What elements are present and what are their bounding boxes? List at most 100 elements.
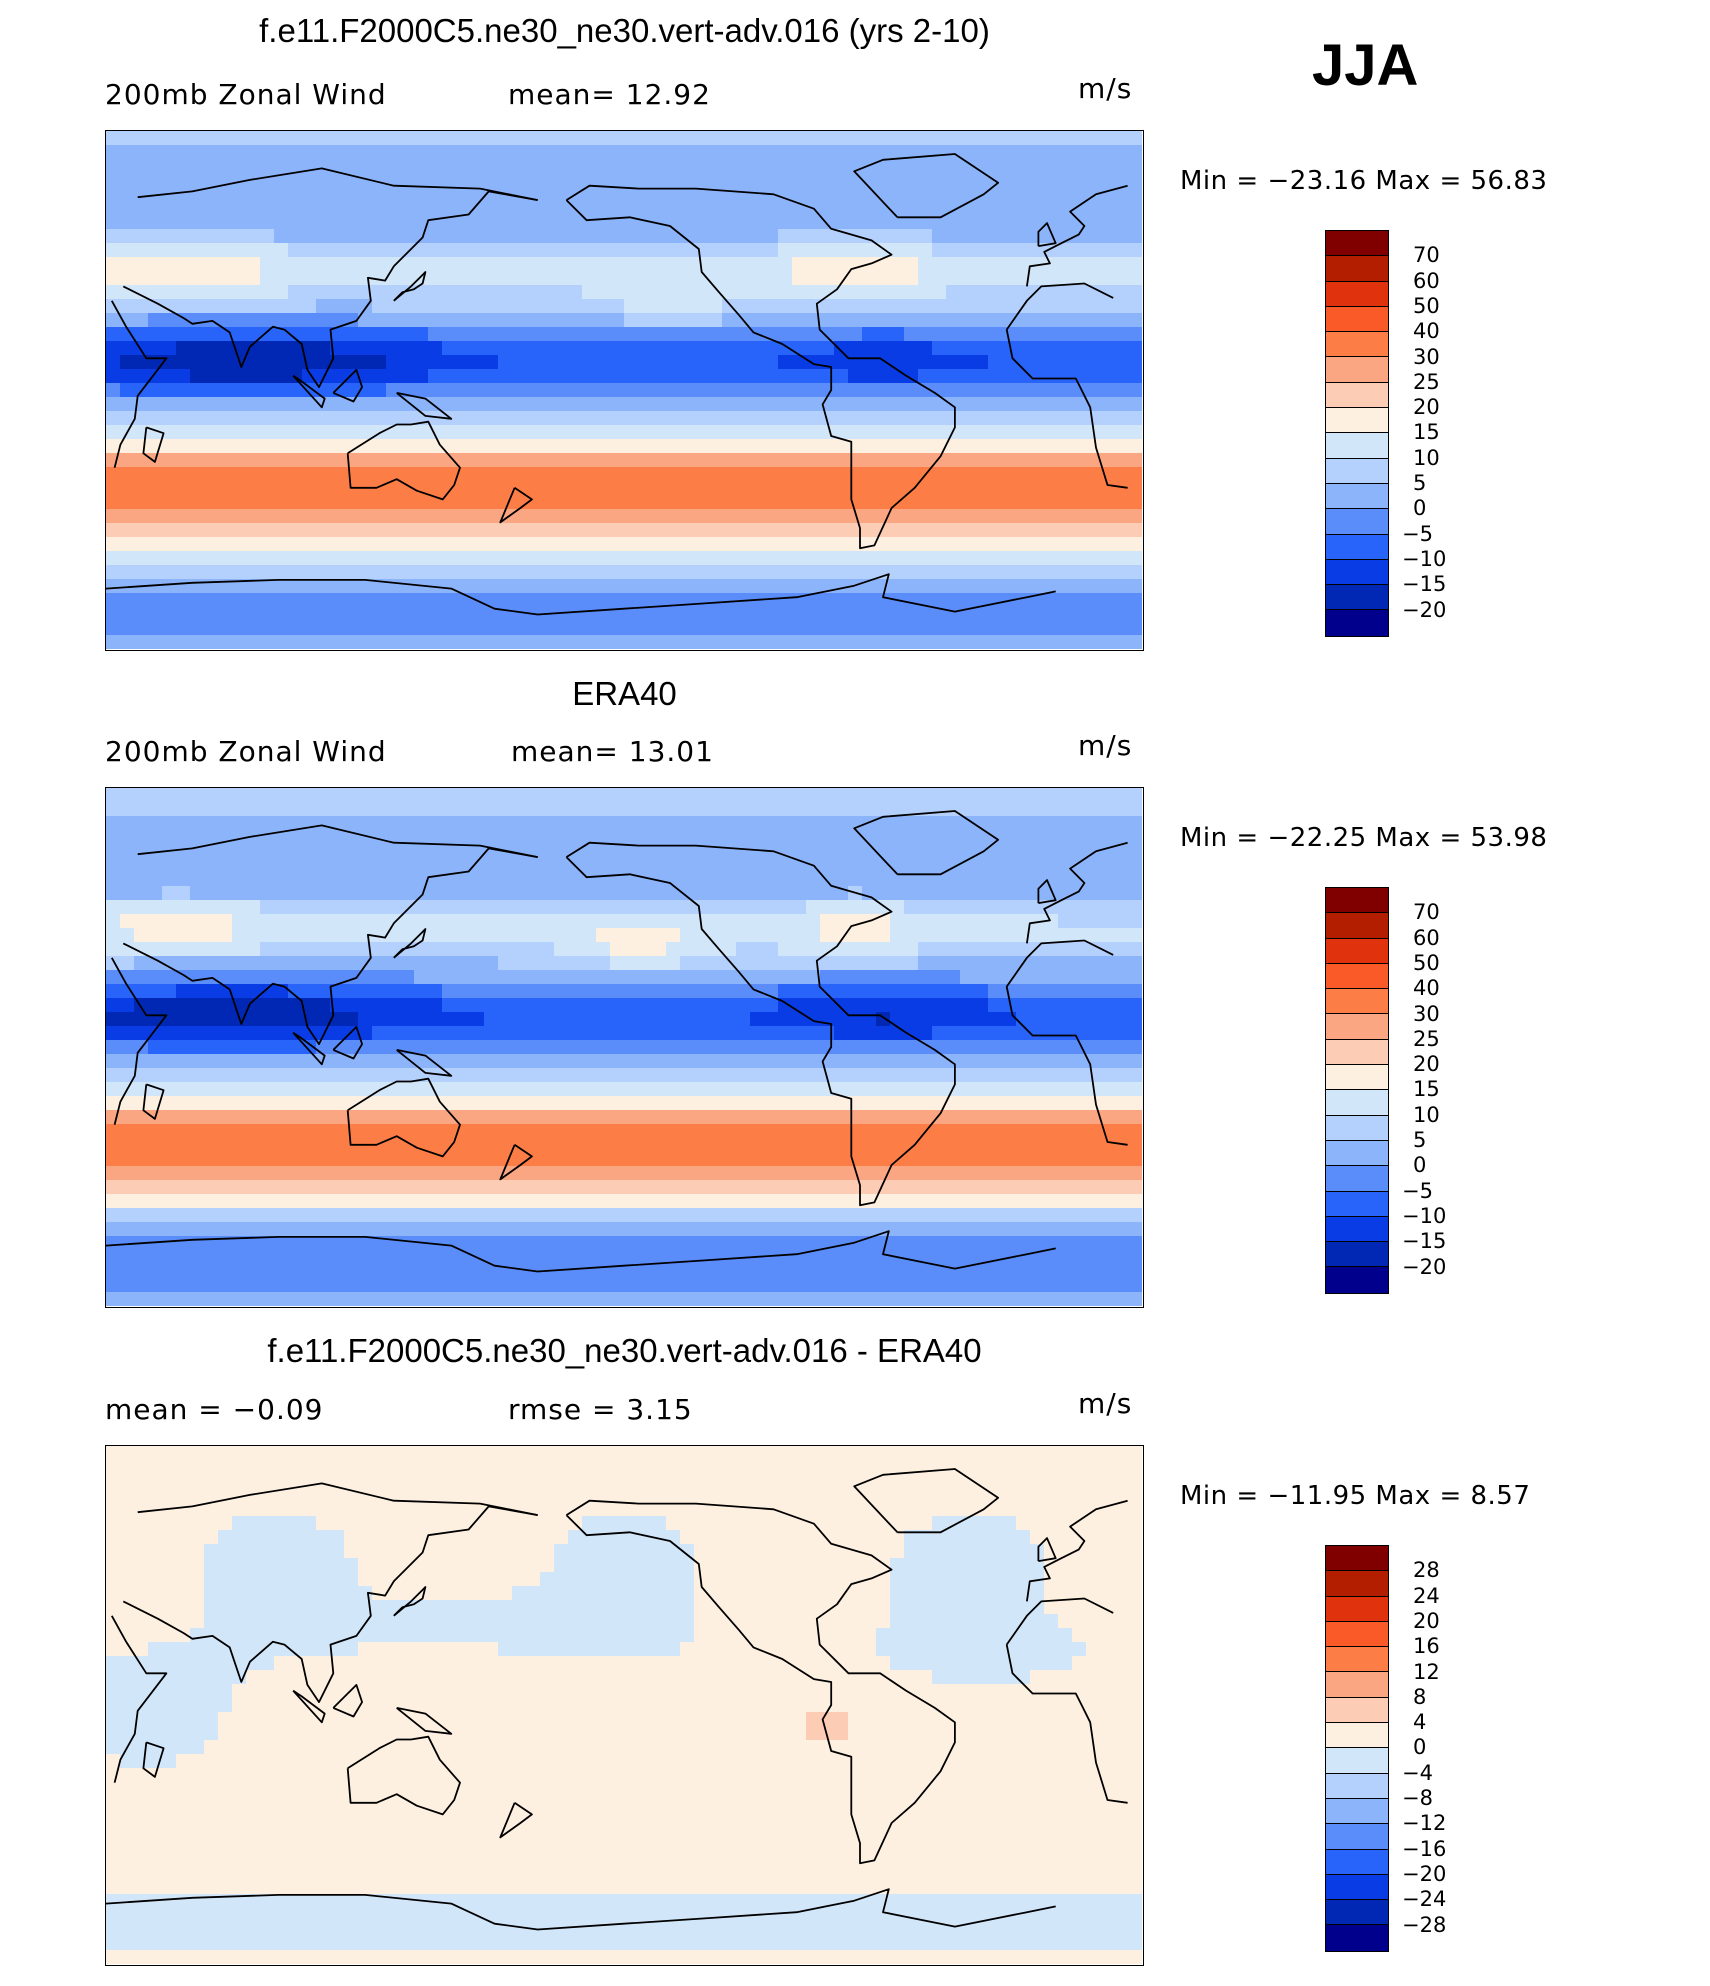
coastline <box>853 1468 999 1534</box>
colorbar-swatch <box>1326 1140 1388 1167</box>
colorbar-swatch <box>1326 1191 1388 1217</box>
season-label: JJA <box>1312 33 1419 98</box>
coastline <box>346 420 461 501</box>
coastline <box>106 573 1056 616</box>
colorbar-swatch <box>1326 1697 1388 1724</box>
colorbar-tick-label: 0 <box>1413 1153 1427 1178</box>
panel-1-min-max: Min = −23.16 Max = 56.83 <box>1180 166 1548 196</box>
colorbar-tick-label: 20 <box>1413 1052 1440 1077</box>
colorbar-tick-label: 28 <box>1413 1558 1440 1583</box>
colorbar-swatch <box>1326 306 1388 333</box>
coastlines <box>106 153 1128 616</box>
coastline <box>332 369 363 403</box>
colorbar-tick-label: 5 <box>1413 1128 1427 1152</box>
colorbar-swatch <box>1326 1723 1388 1749</box>
colorbar-tick-label: 10 <box>1413 1102 1440 1127</box>
contour-fill <box>106 1446 1142 1964</box>
coastline <box>111 1597 1128 1804</box>
colorbar-swatch <box>1326 888 1388 914</box>
panel-2-title: ERA40 <box>572 675 677 712</box>
panel-3-rmse-label: rmse = 3.15 <box>508 1393 693 1426</box>
panel-1-map <box>105 130 1144 651</box>
contour-fill <box>106 131 1142 649</box>
coastline <box>565 1499 956 1865</box>
coastline <box>346 1735 461 1816</box>
colorbar-swatch <box>1326 610 1388 636</box>
colorbar-tick-label: 4 <box>1413 1710 1427 1735</box>
coastline <box>106 1888 1056 1931</box>
panel-3-min-max: Min = −11.95 Max = 8.57 <box>1180 1481 1531 1511</box>
coastline <box>106 1230 1056 1273</box>
coastline <box>499 487 533 524</box>
colorbar-swatch <box>1326 1647 1388 1673</box>
colorbar-tick-label: 10 <box>1413 445 1440 470</box>
colorbar-swatch <box>1326 1571 1388 1597</box>
panel-1-contour-field <box>106 131 1142 649</box>
coastline <box>499 1144 533 1181</box>
colorbar-tick-label: −8 <box>1402 1786 1433 1810</box>
colorbar-swatch <box>1326 989 1388 1015</box>
colorbar-tick-label: 0 <box>1413 496 1427 521</box>
panel-2-mean-label: mean= 13.01 <box>511 735 714 768</box>
coastline <box>565 841 956 1207</box>
coastline <box>1037 879 1057 904</box>
colorbar-tick-label: −20 <box>1402 597 1447 622</box>
coastline <box>122 190 538 388</box>
colorbar-swatch <box>1326 1925 1388 1951</box>
colorbar-swatch <box>1326 1090 1388 1116</box>
panel-1-colorbar <box>1325 230 1389 637</box>
coastline <box>122 1505 538 1703</box>
coastline <box>137 167 1128 287</box>
colorbar-tick-label: 16 <box>1413 1634 1440 1659</box>
colorbar-swatch <box>1326 1900 1388 1926</box>
colorbar-swatch <box>1326 281 1388 307</box>
colorbar-tick-label: 0 <box>1413 1735 1427 1760</box>
colorbar-swatch <box>1326 408 1388 434</box>
colorbar-swatch <box>1326 1014 1388 1040</box>
coastline <box>292 1031 326 1066</box>
colorbar-swatch <box>1326 1621 1388 1648</box>
colorbar-tick-label: −16 <box>1402 1836 1447 1861</box>
colorbar-swatch <box>1326 1216 1388 1243</box>
colorbar-swatch <box>1326 458 1388 484</box>
colorbar-swatch <box>1326 585 1388 611</box>
colorbar-swatch <box>1326 1166 1388 1192</box>
coastline <box>332 1026 363 1060</box>
coastline <box>393 928 427 959</box>
colorbar-tick-label: 25 <box>1413 369 1440 394</box>
colorbar-tick-label: −24 <box>1402 1887 1447 1912</box>
colorbar-swatch <box>1326 1039 1388 1066</box>
colorbar-swatch <box>1326 1065 1388 1091</box>
colorbar-tick-label: 40 <box>1413 319 1440 344</box>
panel-3-map <box>105 1445 1144 1966</box>
coastline <box>292 374 326 409</box>
colorbar-swatch <box>1326 534 1388 560</box>
coastline <box>499 1802 533 1839</box>
colorbar-swatch <box>1326 1546 1388 1572</box>
colorbar-tick-label: −4 <box>1402 1760 1433 1785</box>
panel-1-title: f.e11.F2000C5.ne30_ne30.vert-adv.016 (yr… <box>259 12 990 49</box>
contour-fill <box>106 788 1142 1306</box>
colorbar-tick-label: 70 <box>1413 243 1440 268</box>
coastline <box>346 1077 461 1158</box>
colorbar-tick-label: 60 <box>1413 268 1440 293</box>
panel-2-colorbar <box>1325 887 1389 1294</box>
colorbar-swatch <box>1326 382 1388 409</box>
colorbar-tick-label: 50 <box>1413 293 1440 318</box>
coastline <box>137 1482 1128 1602</box>
coastline <box>1037 1537 1057 1562</box>
colorbar-swatch <box>1326 559 1388 586</box>
colorbar-tick-label: −5 <box>1402 521 1433 546</box>
panel-3-mean-label: mean = −0.09 <box>105 1393 324 1426</box>
panel-2-map <box>105 787 1144 1308</box>
colorbar-swatch <box>1326 913 1388 939</box>
colorbar-tick-label: −5 <box>1402 1178 1433 1203</box>
coastline <box>1037 222 1057 247</box>
colorbar-tick-label: −10 <box>1402 546 1447 571</box>
colorbar-tick-label: 30 <box>1413 1001 1440 1026</box>
coastline <box>853 810 999 876</box>
colorbar-swatch <box>1326 1824 1388 1850</box>
panel-2-min-max: Min = −22.25 Max = 53.98 <box>1180 823 1548 853</box>
colorbar-swatch <box>1326 1874 1388 1901</box>
colorbar-tick-label: 15 <box>1413 420 1440 445</box>
